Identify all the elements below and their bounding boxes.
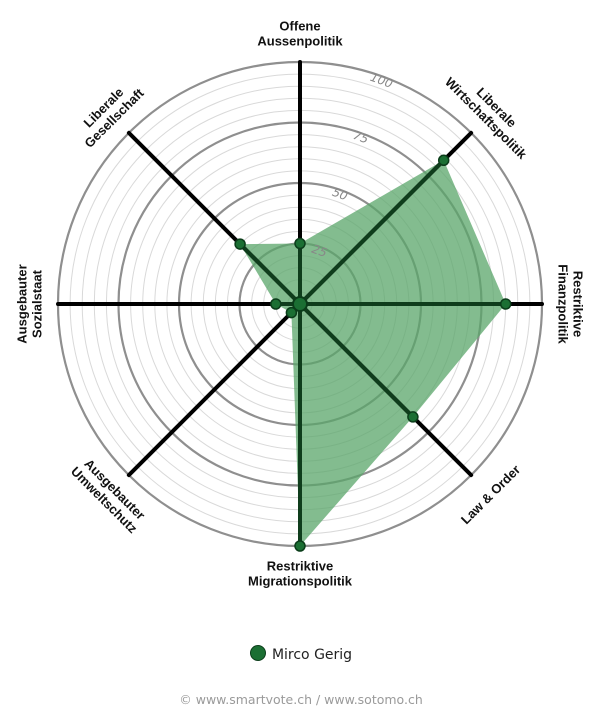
data-point <box>407 411 419 423</box>
center-marker <box>292 296 308 312</box>
axis-label-text: Aussenpolitik <box>257 34 343 49</box>
axis-label-text: Finanzpolitik <box>556 264 571 344</box>
axis-spoke <box>126 302 302 478</box>
legend: Mirco Gerig <box>0 645 602 663</box>
data-point <box>499 298 512 310</box>
axis-label-text: Sozialstaat <box>30 269 45 338</box>
series-spoke <box>298 302 415 419</box>
data-point <box>437 154 450 167</box>
data-point <box>234 238 246 250</box>
data-point <box>285 306 298 319</box>
axis-label-text: Restriktive <box>267 559 333 574</box>
legend-marker-icon <box>249 645 266 661</box>
axis-label-text: Migrationspolitik <box>248 574 353 589</box>
series-spoke <box>298 158 446 306</box>
data-point <box>294 237 306 250</box>
data-point <box>270 298 282 310</box>
axis-label-group: Ausgebauter Sozialstaat <box>15 264 45 343</box>
series-points <box>234 154 512 552</box>
series-area <box>240 160 506 547</box>
axis-label-text: Ausgebauter <box>15 264 30 343</box>
legend-label: Mirco Gerig <box>271 647 353 663</box>
radial-tick-label: 75 <box>351 128 370 146</box>
radial-tick-label: 100 <box>368 70 395 91</box>
data-point <box>294 540 306 552</box>
axis-label-text: Offene <box>279 19 320 34</box>
radial-tick-label: 25 <box>310 242 329 260</box>
footer-credit: © www.smartvote.ch / www.sotomo.ch <box>179 692 423 707</box>
series-spoke <box>238 242 302 306</box>
radar-spokes <box>56 60 544 548</box>
radial-tick-label: 50 <box>330 185 349 204</box>
axis-label-text: Restriktive <box>571 271 586 337</box>
series-area-polygon <box>240 160 506 547</box>
